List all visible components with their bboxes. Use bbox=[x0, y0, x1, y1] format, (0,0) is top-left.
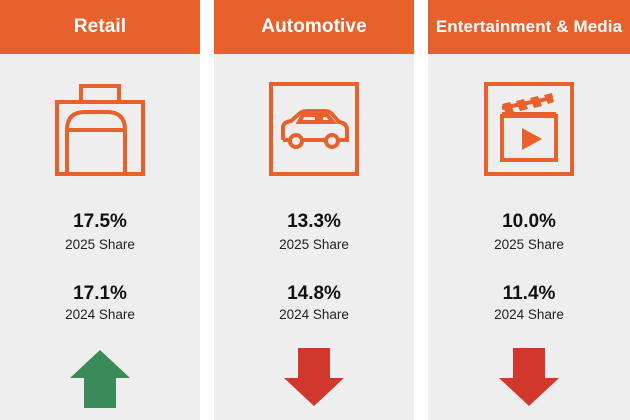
shopping-bag-icon bbox=[55, 84, 145, 176]
clapperboard-play-icon bbox=[484, 82, 574, 176]
column-automotive: Automotive 13.3% 2025 Share 14.8% 2024 S… bbox=[214, 0, 414, 420]
share-2024-value: 17.1% bbox=[73, 283, 127, 304]
up-arrow-icon bbox=[70, 350, 130, 408]
share-2024-label: 2024 Share bbox=[65, 307, 135, 322]
column-header: Automotive bbox=[214, 0, 414, 54]
share-2025-value: 10.0% bbox=[502, 211, 556, 232]
share-2025-value: 13.3% bbox=[287, 211, 341, 232]
share-2024-value: 11.4% bbox=[502, 283, 556, 304]
share-2024-value: 14.8% bbox=[287, 283, 341, 304]
column-retail: Retail 17.5% 2025 Share 17.1% 2024 Share bbox=[0, 0, 200, 420]
share-2025-label: 2025 Share bbox=[494, 237, 564, 252]
down-arrow-icon bbox=[499, 348, 559, 406]
share-2024-label: 2024 Share bbox=[494, 307, 564, 322]
share-2025-value: 17.5% bbox=[73, 211, 127, 232]
column-header: Entertainment & Media bbox=[428, 0, 630, 54]
car-icon bbox=[269, 82, 359, 176]
share-2025-label: 2025 Share bbox=[279, 237, 349, 252]
column-header: Retail bbox=[0, 0, 200, 54]
column-entertainment-media: Entertainment & Media 10.0% 2025 Share 1… bbox=[428, 0, 630, 420]
share-2025-label: 2025 Share bbox=[65, 237, 135, 252]
share-2024-label: 2024 Share bbox=[279, 307, 349, 322]
down-arrow-icon bbox=[284, 348, 344, 406]
